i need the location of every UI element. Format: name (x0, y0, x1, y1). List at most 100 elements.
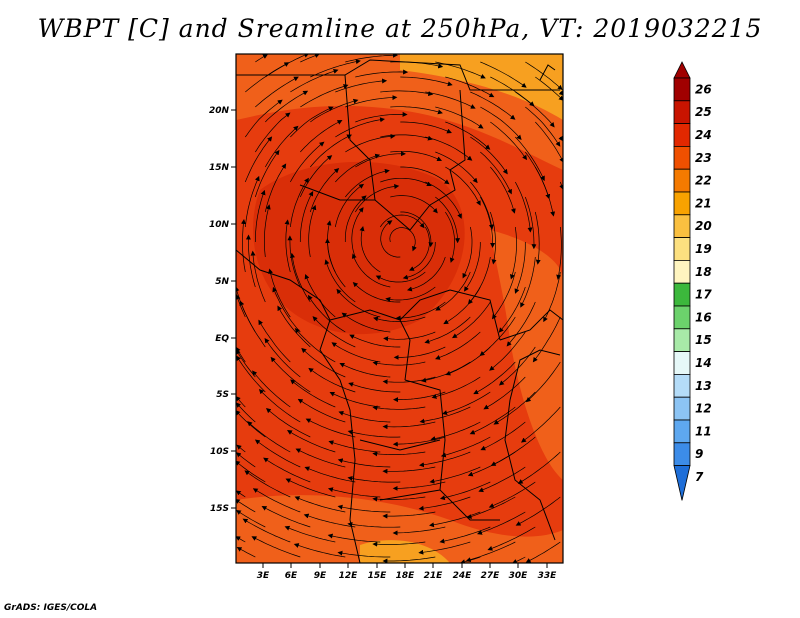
streamline (270, 356, 311, 393)
streamline (558, 90, 563, 96)
streamline (393, 346, 446, 360)
streamline (345, 133, 396, 153)
streamline (347, 429, 401, 438)
streamline (351, 253, 391, 288)
streamline (532, 316, 561, 363)
streamline (236, 395, 246, 408)
streamline (490, 166, 516, 214)
streamline (493, 391, 536, 425)
streamline (390, 195, 438, 214)
streamline (489, 211, 497, 265)
streamline (380, 177, 432, 187)
streamline (463, 242, 481, 292)
streamline (261, 506, 311, 528)
field-moderate-south (236, 495, 563, 563)
streamline (239, 300, 266, 348)
colorbar-label: 21 (695, 196, 712, 210)
streamline (242, 518, 291, 543)
streamline (289, 252, 311, 303)
colorbar-label: 19 (695, 242, 712, 256)
streamline (285, 478, 336, 498)
lon-tick-label: 27E (481, 571, 501, 581)
streamline (297, 398, 346, 423)
streamline (558, 135, 563, 142)
lat-tick-label: 15S (210, 504, 229, 514)
streamline (435, 331, 481, 360)
streamline (439, 481, 491, 501)
streamline (490, 121, 528, 161)
colorbar-swatch (673, 328, 691, 352)
streamline (525, 106, 561, 147)
streamline (335, 78, 388, 93)
streamline (419, 451, 471, 468)
streamline (331, 342, 381, 363)
streamline (515, 91, 555, 128)
border-line (344, 74, 376, 201)
streamline (425, 136, 473, 161)
streamline (236, 349, 256, 378)
colorbar-label: 15 (695, 333, 712, 347)
streamline (392, 526, 446, 536)
streamline (385, 286, 436, 302)
streamline (390, 150, 443, 162)
latitude-axis: 20N 15N 10N 5N EQ 5S 10S 15S (209, 106, 236, 514)
streamline (255, 76, 299, 108)
streamline (372, 405, 426, 411)
streamline (440, 436, 491, 458)
streamline (345, 95, 398, 108)
streamline (524, 196, 537, 250)
streamline (244, 175, 260, 228)
streamline (525, 61, 563, 91)
streamline (247, 421, 291, 453)
streamline (254, 189, 266, 243)
streamline (355, 183, 400, 213)
streamline (372, 360, 426, 366)
field-cooler-ne (400, 54, 563, 120)
streamline (264, 163, 287, 213)
streamline (338, 410, 391, 423)
colorbar-label: 13 (695, 379, 712, 393)
streamline (301, 347, 346, 378)
streamline (236, 355, 266, 393)
lon-tick-label: 3E (257, 571, 270, 581)
streamline (418, 496, 471, 511)
streamline (252, 370, 291, 408)
streamline (487, 526, 536, 551)
streamline (347, 521, 401, 528)
streamline (445, 76, 495, 98)
streamline (300, 54, 320, 63)
streamline (535, 121, 563, 163)
streamline (431, 376, 481, 399)
streamline (250, 250, 266, 303)
streamline (534, 166, 556, 217)
streamline (236, 402, 256, 423)
coastlines-borders (236, 59, 563, 563)
streamline (264, 204, 271, 258)
streamline (400, 211, 434, 248)
streamline (480, 151, 512, 195)
streamline (327, 487, 381, 498)
streamline (506, 301, 536, 347)
streamline (300, 84, 349, 108)
streamline (299, 191, 314, 242)
streamline (336, 288, 381, 318)
streamline (337, 550, 391, 558)
streamline (272, 286, 301, 333)
streamline (514, 242, 526, 294)
streamline (345, 54, 398, 63)
streamline (295, 448, 346, 468)
streamline (517, 451, 561, 484)
colorbar: 26 25 24 23 22 21 20 19 18 17 16 15 14 13 12 11 9 7 (673, 61, 712, 501)
colorbar-label: 20 (695, 219, 712, 233)
streamline (347, 475, 401, 483)
streamline (498, 286, 526, 333)
streamline (382, 556, 436, 563)
streamline (252, 488, 301, 513)
streamline (395, 301, 446, 321)
streamline (435, 196, 461, 244)
border-line (449, 289, 501, 341)
streamline (308, 204, 317, 258)
streamline (418, 541, 471, 555)
lon-tick-label: 33E (538, 571, 558, 581)
streamline (408, 226, 430, 271)
